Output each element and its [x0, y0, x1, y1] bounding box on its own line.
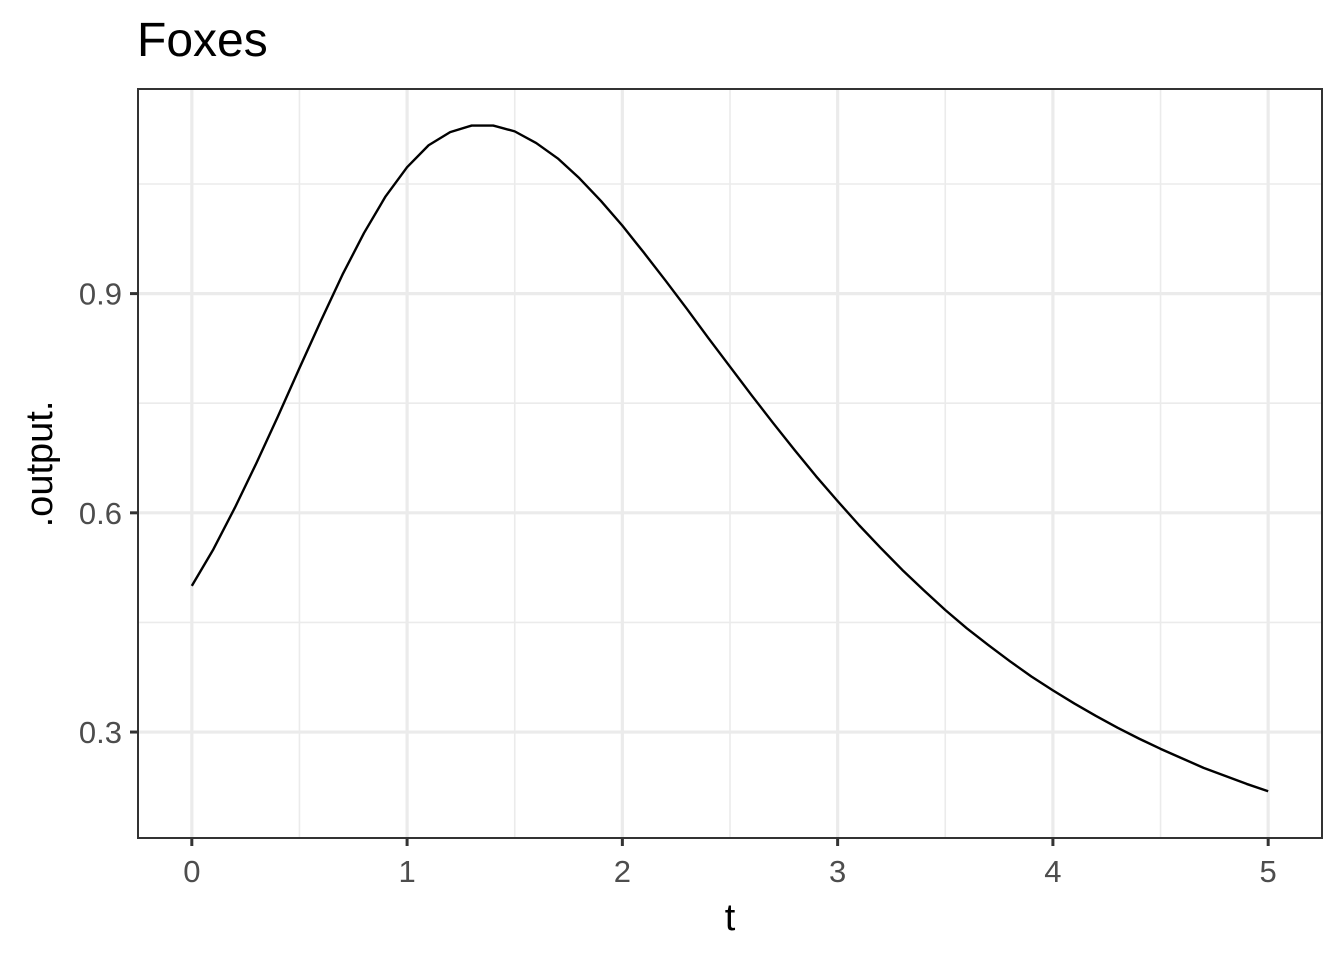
minor-gridlines: [138, 89, 1322, 838]
x-tick-label-4: 4: [1044, 854, 1061, 889]
chart-title: Foxes: [137, 14, 268, 67]
y-axis-title: .output.: [19, 401, 61, 528]
x-axis-title: t: [725, 897, 736, 939]
x-axis: 0 1 2 3 4 5: [183, 838, 1277, 889]
x-tick-label-2: 2: [614, 854, 631, 889]
y-tick-label-1: 0.6: [79, 496, 122, 531]
y-tick-label-0: 0.3: [79, 715, 122, 750]
x-tick-label-5: 5: [1260, 854, 1277, 889]
series-layer: [190, 124, 1269, 793]
x-tick-label-3: 3: [829, 854, 846, 889]
y-axis: 0.3 0.6 0.9: [79, 277, 138, 750]
major-gridlines: [138, 89, 1322, 838]
series-line-0: [190, 124, 1269, 793]
plot-panel-border: [137, 88, 1323, 839]
y-tick-label-2: 0.9: [79, 277, 122, 312]
x-tick-label-0: 0: [183, 854, 200, 889]
x-tick-label-1: 1: [398, 854, 415, 889]
